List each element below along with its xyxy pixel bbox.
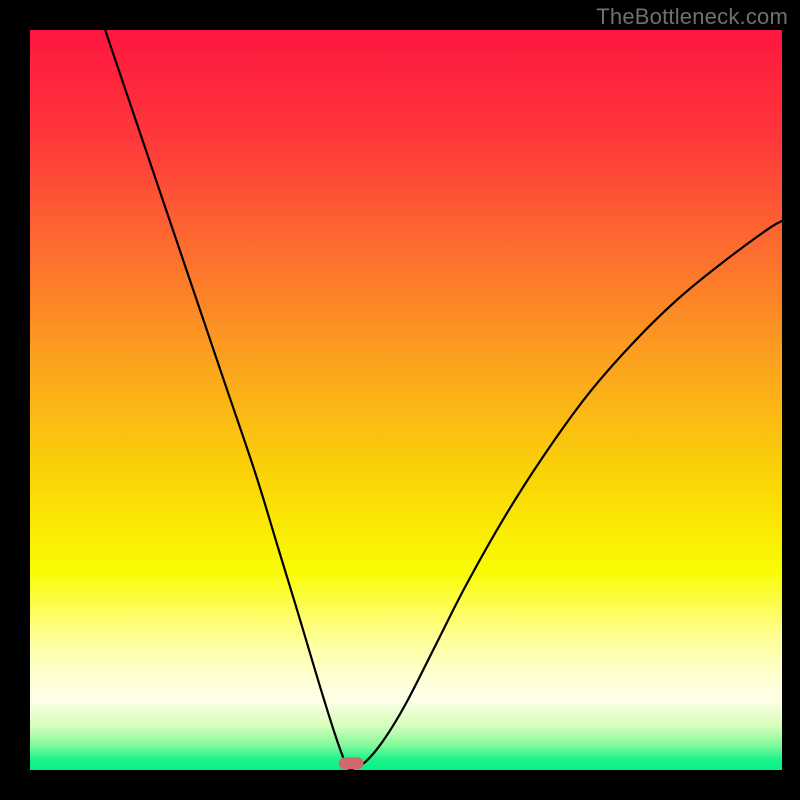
bottleneck-marker [339,757,364,769]
bottleneck-chart [0,0,800,800]
chart-frame: TheBottleneck.com [0,0,800,800]
watermark-text: TheBottleneck.com [596,4,788,30]
